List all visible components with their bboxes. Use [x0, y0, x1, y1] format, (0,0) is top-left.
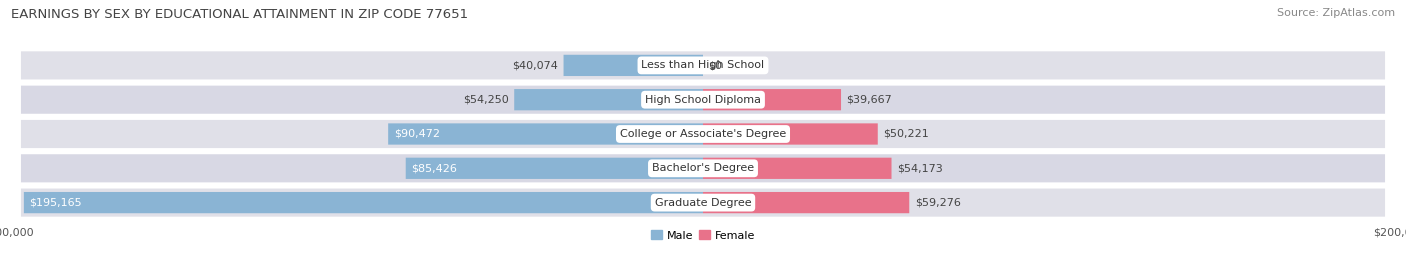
Text: High School Diploma: High School Diploma — [645, 95, 761, 105]
Text: $54,173: $54,173 — [897, 163, 943, 173]
Text: Source: ZipAtlas.com: Source: ZipAtlas.com — [1277, 8, 1395, 18]
Text: $90,472: $90,472 — [394, 129, 440, 139]
Text: College or Associate's Degree: College or Associate's Degree — [620, 129, 786, 139]
FancyBboxPatch shape — [21, 189, 1385, 217]
FancyBboxPatch shape — [564, 55, 703, 76]
Text: $50,221: $50,221 — [883, 129, 929, 139]
Text: Graduate Degree: Graduate Degree — [655, 198, 751, 208]
Text: Less than High School: Less than High School — [641, 60, 765, 70]
FancyBboxPatch shape — [388, 123, 703, 145]
FancyBboxPatch shape — [703, 158, 891, 179]
FancyBboxPatch shape — [21, 86, 1385, 114]
FancyBboxPatch shape — [21, 154, 1385, 182]
FancyBboxPatch shape — [24, 192, 703, 213]
Text: $59,276: $59,276 — [915, 198, 960, 208]
Text: EARNINGS BY SEX BY EDUCATIONAL ATTAINMENT IN ZIP CODE 77651: EARNINGS BY SEX BY EDUCATIONAL ATTAINMEN… — [11, 8, 468, 21]
FancyBboxPatch shape — [703, 89, 841, 110]
FancyBboxPatch shape — [21, 51, 1385, 79]
FancyBboxPatch shape — [703, 192, 910, 213]
Text: $39,667: $39,667 — [846, 95, 893, 105]
FancyBboxPatch shape — [515, 89, 703, 110]
Text: $195,165: $195,165 — [30, 198, 82, 208]
Text: $54,250: $54,250 — [463, 95, 509, 105]
Text: $85,426: $85,426 — [412, 163, 457, 173]
Legend: Male, Female: Male, Female — [647, 226, 759, 245]
FancyBboxPatch shape — [21, 120, 1385, 148]
FancyBboxPatch shape — [406, 158, 703, 179]
FancyBboxPatch shape — [703, 123, 877, 145]
Text: $0: $0 — [709, 60, 723, 70]
Text: $40,074: $40,074 — [512, 60, 558, 70]
Text: Bachelor's Degree: Bachelor's Degree — [652, 163, 754, 173]
